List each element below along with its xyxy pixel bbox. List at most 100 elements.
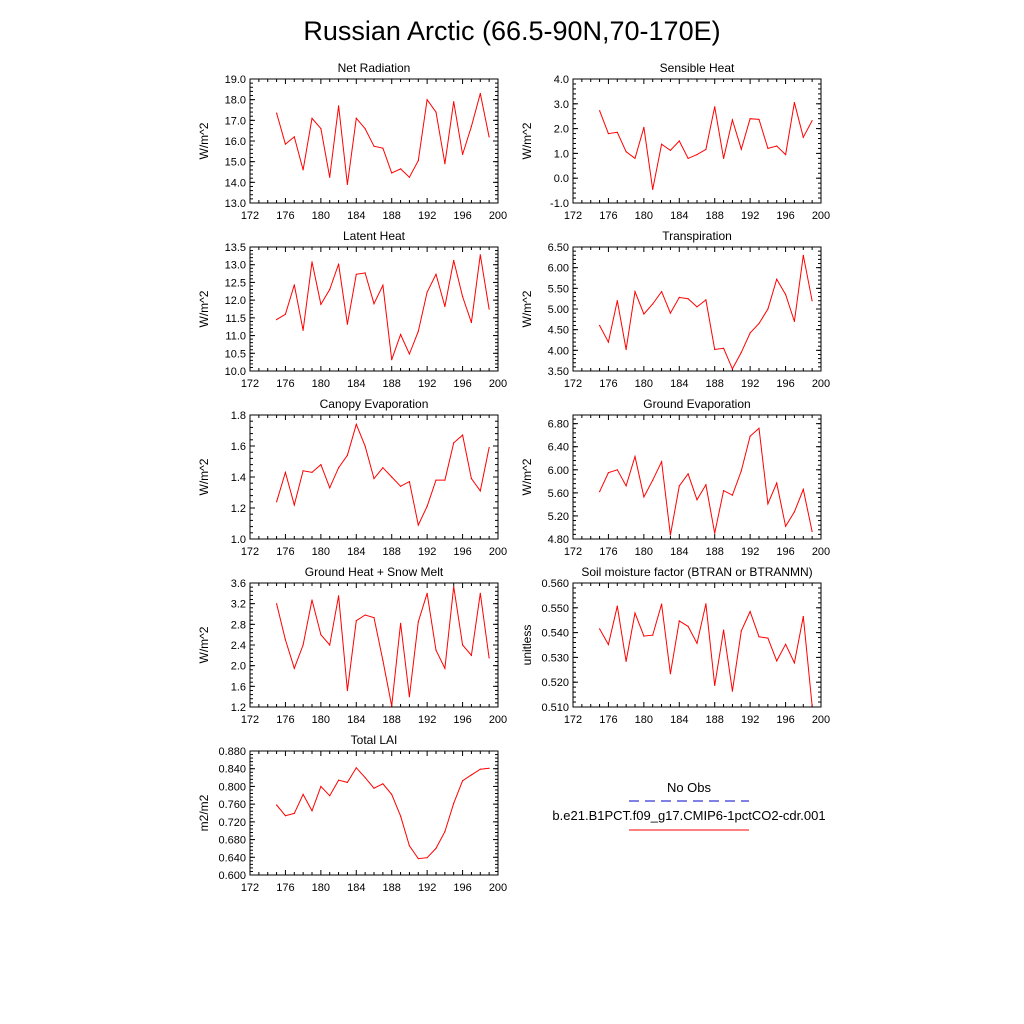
data-point bbox=[723, 347, 725, 349]
x-tick-label: 196 bbox=[453, 210, 471, 222]
y-tick-label: 5.20 bbox=[548, 511, 569, 523]
data-point bbox=[320, 303, 322, 305]
series-line bbox=[276, 422, 490, 527]
panel-title: Ground Evaporation bbox=[643, 397, 750, 411]
x-tick-label: 188 bbox=[706, 210, 724, 222]
plot-frame bbox=[572, 78, 822, 204]
data-point bbox=[767, 503, 769, 505]
data-point bbox=[338, 595, 340, 597]
x-tick-label: 200 bbox=[812, 546, 830, 558]
data-point bbox=[435, 847, 437, 850]
data-point bbox=[408, 176, 410, 178]
series-line bbox=[276, 766, 490, 860]
data-point bbox=[652, 479, 654, 481]
y-tick-label: 5.00 bbox=[548, 304, 569, 316]
data-point bbox=[714, 684, 716, 687]
y-tick-label: 0.720 bbox=[218, 817, 246, 829]
y-axis-label: W/m^2 bbox=[520, 458, 534, 495]
x-tick-label: 200 bbox=[489, 882, 507, 894]
panel-title: Sensible Heat bbox=[660, 61, 735, 75]
x-tick-label: 200 bbox=[489, 546, 507, 558]
data-point bbox=[408, 481, 410, 483]
x-tick-label: 180 bbox=[635, 546, 653, 558]
x-tick-label: 184 bbox=[347, 546, 365, 558]
data-point bbox=[634, 612, 636, 614]
data-point bbox=[435, 479, 437, 481]
y-axis-label: W/m^2 bbox=[520, 122, 534, 159]
data-point bbox=[373, 478, 375, 480]
y-tick-label: 1.4 bbox=[231, 472, 246, 484]
data-point bbox=[302, 644, 304, 646]
x-tick-label: 180 bbox=[635, 714, 653, 726]
data-point bbox=[723, 629, 725, 631]
data-point bbox=[714, 532, 716, 534]
data-point bbox=[479, 490, 481, 492]
data-point bbox=[793, 511, 796, 513]
x-tick-label: 192 bbox=[418, 546, 436, 558]
data-point bbox=[417, 858, 419, 860]
series-line bbox=[276, 586, 490, 707]
legend: No Obs b.e21.B1PCT.f09_g17.CMIP6-1pctCO2-… bbox=[552, 780, 826, 831]
y-tick-label: 3.2 bbox=[231, 599, 246, 611]
series-line bbox=[599, 102, 813, 190]
series-line bbox=[599, 603, 813, 706]
x-tick-label: 172 bbox=[241, 882, 259, 894]
data-point bbox=[661, 461, 663, 463]
panel-ground-heat-snow-melt: Ground Heat + Snow Melt 172 176 180 184 188 19… bbox=[197, 565, 507, 726]
x-tick-label: 192 bbox=[741, 378, 759, 390]
x-tick-label: 188 bbox=[383, 882, 401, 894]
panel-total-lai: Total LAI 172 176 180 184 188 192 196 200 0.600 0.… bbox=[197, 733, 507, 894]
data-point bbox=[678, 296, 680, 298]
data-point bbox=[320, 785, 322, 788]
data-point bbox=[417, 330, 419, 332]
data-point bbox=[758, 322, 760, 325]
data-point bbox=[625, 660, 627, 663]
data-point bbox=[723, 157, 725, 159]
y-tick-label: 2.4 bbox=[231, 640, 246, 652]
panel-soil-moisture-factor-btran-or-btranmn: Soil moisture factor (BTRAN or BTRANMN) 1… bbox=[520, 565, 830, 726]
panel-net-radiation: Net Radiation 172 176 180 184 188 192 196 200 13.… bbox=[197, 61, 507, 222]
data-point bbox=[802, 615, 804, 618]
data-point bbox=[435, 111, 437, 113]
data-point bbox=[811, 120, 813, 122]
data-point bbox=[293, 504, 295, 506]
y-tick-label: 12.5 bbox=[225, 277, 246, 289]
y-axis-label: W/m^2 bbox=[520, 290, 534, 327]
y-tick-label: 12.0 bbox=[225, 295, 246, 307]
data-point bbox=[749, 332, 751, 334]
data-point bbox=[634, 157, 636, 159]
data-point bbox=[776, 278, 778, 280]
data-point bbox=[479, 592, 481, 594]
y-tick-label: 0.680 bbox=[218, 835, 246, 847]
data-point bbox=[355, 423, 357, 425]
data-point bbox=[311, 810, 313, 812]
x-tick-label: 200 bbox=[489, 714, 507, 726]
y-axis-label: W/m^2 bbox=[197, 458, 211, 495]
data-point bbox=[696, 154, 698, 156]
data-point bbox=[731, 690, 734, 692]
x-tick-label: 172 bbox=[241, 546, 259, 558]
y-tick-label: 0.880 bbox=[218, 746, 246, 758]
y-axis-label: W/m^2 bbox=[197, 122, 211, 159]
data-point bbox=[355, 620, 357, 622]
data-point bbox=[453, 802, 455, 804]
y-tick-label: 19.0 bbox=[225, 74, 246, 86]
y-tick-label: 4.0 bbox=[554, 74, 569, 86]
data-point bbox=[462, 780, 464, 782]
x-tick-label: 184 bbox=[347, 882, 365, 894]
y-tick-label: 0.540 bbox=[541, 628, 569, 640]
y-axis-label: W/m^2 bbox=[197, 290, 211, 327]
data-point bbox=[364, 614, 366, 616]
data-point bbox=[811, 704, 813, 707]
data-point bbox=[785, 525, 787, 527]
x-tick-label: 184 bbox=[347, 210, 365, 222]
x-tick-label: 184 bbox=[670, 378, 688, 390]
data-point bbox=[346, 323, 348, 325]
data-point bbox=[749, 435, 751, 437]
y-tick-label: 6.50 bbox=[548, 242, 569, 254]
data-point bbox=[758, 118, 760, 120]
x-tick-label: 200 bbox=[489, 210, 507, 222]
data-point bbox=[364, 445, 366, 447]
x-tick-label: 184 bbox=[670, 210, 688, 222]
